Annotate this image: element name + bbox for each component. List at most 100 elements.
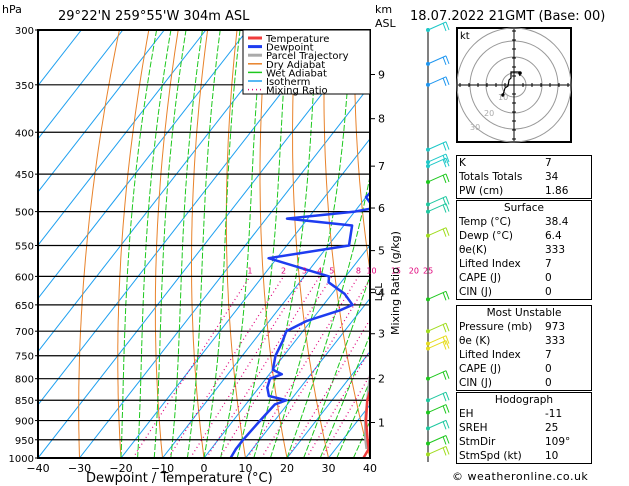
hodograph-trace — [502, 71, 521, 96]
index-value: 109° — [545, 436, 571, 448]
hodograph-ring — [456, 27, 572, 143]
wet-adiabat-line — [203, 30, 241, 458]
hodo-row: StmDir 109° — [457, 435, 591, 449]
km-tick-label: 9 — [378, 68, 385, 81]
mixing-ratio-line — [218, 276, 333, 458]
isotherm-line — [120, 137, 370, 458]
indices-hodograph: Hodograph EH -11 SREH 25 StmDir 109° StmSpd… — [456, 392, 592, 464]
km-tick-label: 4 — [378, 287, 385, 300]
legend-entry: Dewpoint — [266, 43, 314, 54]
temperature-tick-label: −30 — [68, 462, 91, 475]
km-tick-label: 1 — [378, 417, 385, 430]
index-label: SREH — [459, 422, 488, 434]
wind-barb — [427, 335, 450, 345]
dry-adiabat-line — [154, 30, 179, 458]
mixing-ratio-line — [321, 373, 370, 458]
indices-surface: Surface Temp (°C) 38.4 Dewp (°C) 6.4 θe(K)… — [456, 200, 592, 300]
index-label: K — [459, 157, 466, 169]
wind-barb — [427, 76, 450, 86]
isotherm-line — [203, 244, 370, 458]
wind-barb — [427, 290, 450, 301]
wind-barb — [427, 340, 450, 350]
wind-barb — [427, 227, 450, 237]
temperature-tick-label: 20 — [280, 462, 294, 475]
legend-entry: Mixing Ratio — [266, 86, 328, 97]
isotherm-line — [38, 30, 331, 406]
mixing-ratio-label: 3 — [302, 266, 307, 275]
index-label: Lifted Index — [459, 258, 521, 270]
wind-barb — [427, 445, 450, 456]
index-label: CIN (J) — [459, 286, 492, 298]
mu-row: Lifted Index 7 — [457, 348, 591, 362]
index-value: 333 — [545, 244, 566, 256]
mixing-ratio-line — [306, 349, 370, 458]
pressure-tick-label: 1000 — [9, 454, 34, 465]
mixing-ratio-label: 15 — [391, 266, 401, 275]
wind-barb — [427, 203, 450, 213]
dry-adiabat-line — [78, 30, 120, 458]
mu-row: CAPE (J) 0 — [457, 362, 591, 376]
mixing-ratio-label: 20 — [409, 266, 419, 275]
temperature-tick-label: 40 — [363, 462, 377, 475]
wind-barb — [427, 419, 450, 430]
index-label: Totals Totals — [459, 171, 523, 183]
wind-barb — [427, 391, 450, 402]
index-label: EH — [459, 408, 474, 420]
surface-row: Dewp (°C) 6.4 — [457, 229, 591, 243]
wet-adiabat-line — [336, 379, 370, 458]
pressure-tick-label: 600 — [15, 272, 34, 283]
wet-adiabat-line — [186, 30, 221, 458]
temperature-tick-label: −20 — [109, 462, 132, 475]
mixing-ratio-label: 4 — [317, 266, 322, 275]
index-value: 0 — [545, 272, 552, 284]
mixing-ratio-line — [247, 276, 359, 458]
pressure-tick-label: 450 — [15, 170, 34, 181]
isotherm-line — [38, 31, 370, 458]
pressure-tick-label: 500 — [15, 208, 34, 219]
km-tick-label: 3 — [378, 328, 385, 341]
wind-barb — [427, 370, 450, 380]
dry-adiabat-line — [225, 30, 246, 458]
pressure-tick-label: 400 — [15, 128, 34, 139]
mu-row: Pressure (mb) 973 — [457, 320, 591, 334]
mixing-ratio-line — [205, 276, 321, 458]
mu-row: CIN (J) 0 — [457, 376, 591, 390]
dry-adiabat-line — [617, 18, 629, 458]
index-row-pw: PW (cm) 1.86 — [457, 184, 591, 198]
dry-adiabat-line — [354, 30, 370, 274]
legend-entry: Temperature — [265, 34, 329, 45]
index-value: 0 — [545, 363, 552, 375]
legend-entry: Wet Adiabat — [266, 68, 327, 79]
isotherm-line — [245, 297, 370, 458]
index-value: 6.4 — [545, 230, 562, 242]
wet-adiabat-line — [120, 30, 158, 458]
isotherm-line — [38, 30, 165, 193]
km-ref-label: ASL — [375, 17, 397, 30]
isotherm-line — [38, 30, 82, 87]
surface-row: Lifted Index 7 — [457, 257, 591, 271]
background-lines — [38, 18, 629, 458]
wind-barb — [427, 157, 450, 168]
isotherm-line — [38, 30, 124, 140]
hodograph-point — [518, 71, 522, 75]
index-label: Dewp (°C) — [459, 230, 513, 242]
index-value: 973 — [545, 321, 566, 333]
index-value: 10 — [545, 450, 559, 462]
mixing-ratio-label: 5 — [329, 266, 334, 275]
surface-row: CIN (J) 0 — [457, 285, 591, 299]
temperature-tick-label: −40 — [26, 462, 49, 475]
pressure-tick-label: 850 — [15, 396, 34, 407]
wet-adiabat-line — [319, 333, 370, 458]
wind-barb — [427, 141, 450, 151]
hodograph-point — [501, 93, 505, 97]
pressure-tick-label: 350 — [15, 81, 34, 92]
isotherm-line — [79, 84, 370, 458]
index-label: CAPE (J) — [459, 272, 502, 284]
index-value: 333 — [545, 335, 566, 347]
dry-adiabat-line — [117, 30, 150, 458]
dry-adiabat-line — [191, 30, 209, 458]
temperature-tick-label: −10 — [151, 462, 174, 475]
